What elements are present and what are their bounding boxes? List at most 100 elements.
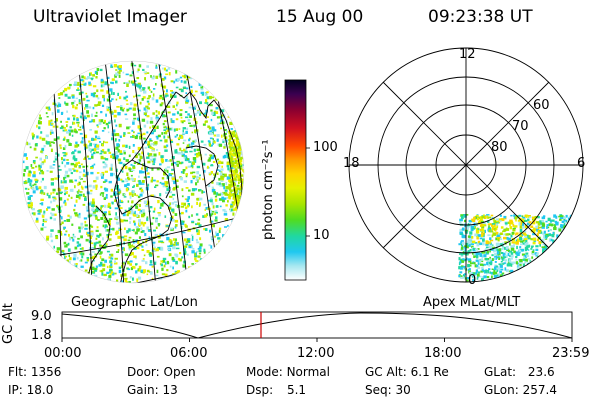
uv-dot xyxy=(232,154,236,157)
aurora-dot xyxy=(558,252,561,255)
aurora-dot xyxy=(524,214,528,218)
uv-dot xyxy=(33,183,37,186)
uv-dot xyxy=(174,108,177,110)
uv-dot xyxy=(137,109,141,112)
aurora-dot xyxy=(479,242,482,245)
uv-dot xyxy=(137,159,139,163)
uv-dot xyxy=(46,208,49,211)
uv-dot xyxy=(201,93,204,96)
uv-dot xyxy=(181,153,185,156)
uv-dot xyxy=(127,212,131,215)
uv-dot xyxy=(83,158,87,160)
aurora-dot xyxy=(571,269,574,274)
uv-dot xyxy=(155,75,159,79)
uv-dot xyxy=(50,178,54,181)
uv-dot xyxy=(162,257,167,261)
uv-dot xyxy=(114,272,117,275)
aurora-dot xyxy=(496,279,499,282)
uv-dot xyxy=(159,240,164,243)
uv-dot xyxy=(238,178,241,182)
uv-dot xyxy=(96,124,99,127)
aurora-dot xyxy=(480,253,482,255)
uv-dot xyxy=(189,144,192,147)
uv-dot xyxy=(133,255,137,258)
uv-dot xyxy=(122,71,125,74)
uv-dot xyxy=(185,206,188,209)
uv-dot xyxy=(42,213,46,216)
uv-dot xyxy=(226,162,231,166)
aurora-dot xyxy=(522,263,525,267)
uv-dot xyxy=(186,204,190,208)
uv-dot xyxy=(164,273,168,277)
uv-dot xyxy=(89,120,92,123)
aurora-dot xyxy=(571,273,575,276)
uv-dot xyxy=(241,131,244,134)
uv-dot xyxy=(142,269,147,273)
uv-dot xyxy=(89,73,91,76)
uv-dot xyxy=(61,161,64,165)
uv-dot xyxy=(100,150,104,153)
uv-dot xyxy=(105,196,108,199)
aurora-dot xyxy=(551,252,553,256)
aurora-dot xyxy=(570,258,574,262)
uv-dot xyxy=(155,274,159,277)
uv-dot xyxy=(83,169,86,173)
aurora-dot xyxy=(570,218,572,222)
uv-dot xyxy=(149,260,153,264)
uv-dot xyxy=(191,238,194,241)
uv-dot xyxy=(149,271,153,275)
uv-emission-dots-geo xyxy=(22,62,244,283)
uv-dot xyxy=(41,214,45,218)
lat-label-80: 80 xyxy=(491,140,508,155)
uv-dot xyxy=(178,88,183,91)
uv-dot xyxy=(127,211,131,213)
uv-dot xyxy=(226,196,228,199)
aurora-dot xyxy=(569,226,573,229)
uv-dot xyxy=(79,165,81,167)
aurora-dot xyxy=(496,273,501,276)
uv-dot xyxy=(94,269,98,272)
aurora-dot xyxy=(487,234,491,237)
uv-dot xyxy=(212,142,214,145)
uv-dot xyxy=(166,260,169,265)
uv-dot xyxy=(43,210,46,214)
uv-dot xyxy=(233,183,237,186)
uv-dot xyxy=(214,195,218,198)
aurora-dot xyxy=(512,274,516,278)
aurora-dot xyxy=(566,256,569,259)
uv-dot xyxy=(65,102,69,106)
uv-dot xyxy=(53,142,55,144)
uv-dot xyxy=(91,78,93,81)
uv-dot xyxy=(167,135,171,137)
uv-dot xyxy=(227,154,230,158)
uv-dot xyxy=(211,189,216,193)
aurora-dot xyxy=(568,244,572,246)
aurora-dot xyxy=(510,280,513,282)
aurora-dot xyxy=(500,226,504,229)
uv-dot xyxy=(165,69,168,72)
uv-dot xyxy=(196,229,199,233)
uv-dot xyxy=(91,201,95,205)
aurora-dot xyxy=(554,258,558,263)
uv-dot xyxy=(27,177,30,181)
uv-dot xyxy=(27,202,31,205)
uv-dot xyxy=(211,126,215,130)
uv-dot xyxy=(61,125,64,128)
aurora-dot xyxy=(474,233,478,237)
aurora-dot xyxy=(480,223,484,227)
uv-dot xyxy=(192,171,196,174)
uv-dot xyxy=(147,86,150,90)
aurora-dot xyxy=(549,219,552,223)
uv-dot xyxy=(182,169,186,172)
aurora-dot xyxy=(460,241,463,244)
aurora-dot xyxy=(499,237,502,240)
uv-dot xyxy=(152,216,155,220)
uv-dot xyxy=(192,175,195,178)
uv-dot xyxy=(53,160,56,163)
aurora-dot xyxy=(506,236,509,240)
uv-dot xyxy=(216,205,219,207)
aurora-dot xyxy=(548,278,553,280)
aurora-dot xyxy=(545,237,548,239)
uv-dot xyxy=(86,114,90,118)
uv-dot xyxy=(54,155,57,159)
